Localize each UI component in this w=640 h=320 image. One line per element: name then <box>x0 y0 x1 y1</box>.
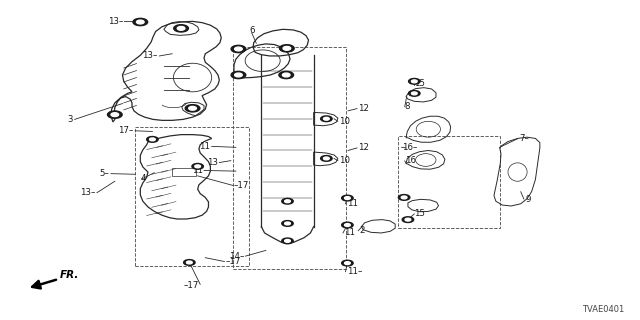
Text: 13–: 13– <box>81 188 96 197</box>
Text: 12: 12 <box>358 104 369 113</box>
Text: 16: 16 <box>404 156 416 165</box>
Text: 4: 4 <box>140 174 146 183</box>
Circle shape <box>177 27 185 30</box>
Circle shape <box>133 18 148 26</box>
Text: 10: 10 <box>339 156 350 165</box>
Text: 6: 6 <box>249 26 255 35</box>
Circle shape <box>185 105 200 112</box>
Text: TVAE0401: TVAE0401 <box>582 305 625 314</box>
Circle shape <box>323 117 329 120</box>
Circle shape <box>195 165 200 168</box>
Circle shape <box>235 47 243 51</box>
Bar <box>172 168 196 176</box>
Circle shape <box>323 157 329 160</box>
Circle shape <box>231 71 246 79</box>
Circle shape <box>280 45 294 52</box>
Bar <box>233 47 346 269</box>
Circle shape <box>398 195 410 200</box>
Circle shape <box>282 198 293 204</box>
Circle shape <box>342 260 353 266</box>
Circle shape <box>342 195 353 201</box>
Circle shape <box>283 46 291 50</box>
Circle shape <box>186 261 192 264</box>
Circle shape <box>136 20 144 24</box>
Circle shape <box>282 73 290 77</box>
Circle shape <box>279 71 294 79</box>
Bar <box>135 127 248 266</box>
Circle shape <box>235 73 243 77</box>
Text: 11: 11 <box>344 228 355 237</box>
Circle shape <box>150 138 156 141</box>
Circle shape <box>401 196 407 199</box>
Text: 17–: 17– <box>118 126 133 135</box>
Circle shape <box>321 156 332 161</box>
Circle shape <box>282 220 293 226</box>
Text: 7–: 7– <box>519 134 529 143</box>
Circle shape <box>173 25 188 32</box>
Circle shape <box>231 45 246 52</box>
Text: 11: 11 <box>192 166 203 175</box>
Circle shape <box>344 196 350 199</box>
Bar <box>397 136 500 228</box>
Text: 13: 13 <box>207 158 218 167</box>
Circle shape <box>344 262 350 265</box>
Text: 11: 11 <box>200 142 211 151</box>
Circle shape <box>344 224 350 227</box>
Text: 11: 11 <box>347 199 358 208</box>
Text: 11–: 11– <box>347 267 362 276</box>
Text: 13–: 13– <box>142 52 157 60</box>
Text: 12: 12 <box>358 143 369 152</box>
Circle shape <box>108 111 122 118</box>
Circle shape <box>408 78 420 84</box>
Text: 13–: 13– <box>108 17 124 26</box>
Circle shape <box>111 113 118 116</box>
Circle shape <box>184 260 195 265</box>
Circle shape <box>405 218 411 221</box>
Circle shape <box>412 92 417 95</box>
Circle shape <box>285 222 291 225</box>
Circle shape <box>147 137 158 142</box>
Circle shape <box>282 238 293 244</box>
Text: 15: 15 <box>414 79 426 88</box>
Text: –17: –17 <box>184 281 199 290</box>
Text: 8: 8 <box>404 101 410 111</box>
Text: 2: 2 <box>360 226 365 235</box>
Text: 10: 10 <box>339 117 350 126</box>
Circle shape <box>189 106 196 110</box>
Circle shape <box>408 91 420 96</box>
Text: 3: 3 <box>67 115 73 124</box>
Circle shape <box>321 116 332 122</box>
Text: –17: –17 <box>226 257 241 266</box>
Text: 16–: 16– <box>401 143 417 152</box>
Text: 9: 9 <box>525 195 531 204</box>
Circle shape <box>342 222 353 228</box>
Text: 14–: 14– <box>228 252 244 260</box>
Circle shape <box>412 80 417 83</box>
Text: FR.: FR. <box>60 270 79 280</box>
Circle shape <box>285 239 291 242</box>
Circle shape <box>285 200 291 203</box>
Circle shape <box>192 164 204 169</box>
Text: –17: –17 <box>234 181 250 190</box>
Text: 15: 15 <box>414 209 426 219</box>
Text: 5–: 5– <box>100 169 109 178</box>
Circle shape <box>402 217 413 222</box>
